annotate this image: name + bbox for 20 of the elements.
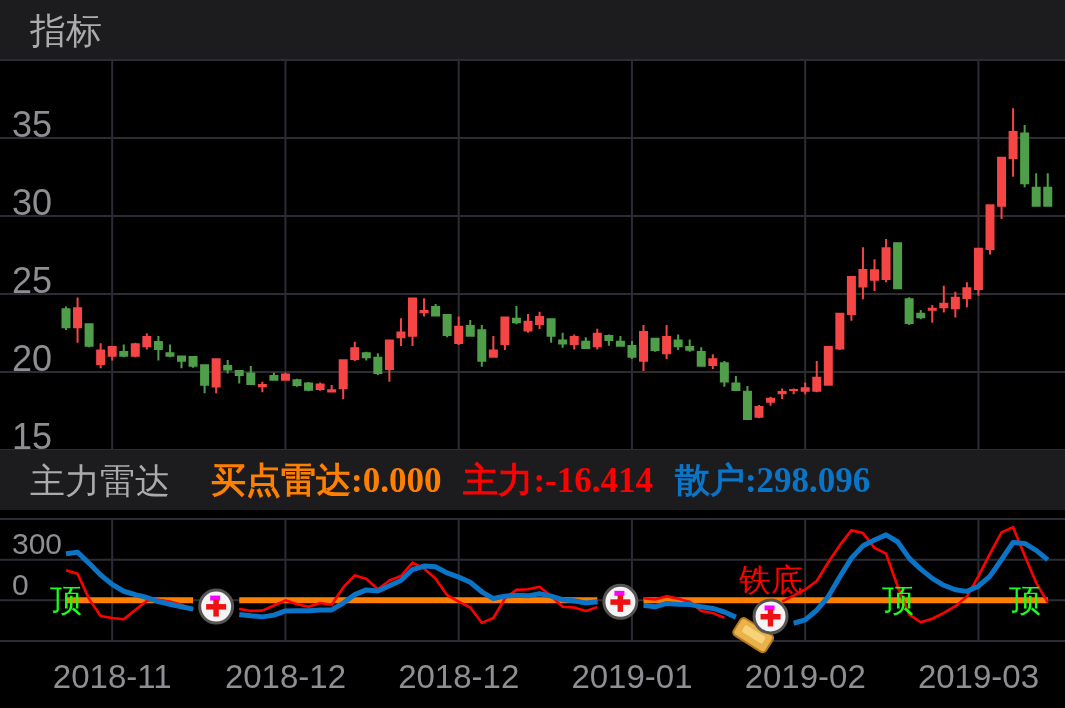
y-tick-label: 300: [12, 527, 63, 561]
chart-title: 指标: [29, 9, 102, 51]
x-tick-label: 2018-12: [224, 658, 346, 695]
x-tick-label: 2019-03: [917, 658, 1039, 695]
x-tick-label: 2019-01: [571, 658, 693, 695]
y-tick-label: 25: [12, 259, 53, 301]
y-tick-label: 35: [12, 103, 53, 145]
series-label: 散户:298.096: [673, 460, 871, 500]
x-tick-label: 2018-11: [52, 658, 172, 695]
x-tick-label: 2018-12: [398, 658, 520, 695]
y-tick-label: 30: [12, 181, 53, 223]
y-tick-label: 15: [12, 415, 53, 457]
text: 买点雷达:0.000: [211, 460, 442, 500]
x-tick-label: 2019-02: [744, 658, 866, 695]
annotation: 铁底: [737, 562, 803, 599]
y-tick-label: 20: [12, 337, 53, 379]
text: 主力:-16.414: [462, 460, 653, 500]
annotation: 顶: [50, 582, 82, 619]
chart-title: 主力雷达: [30, 460, 170, 500]
y-tick-label: 0: [12, 568, 29, 602]
